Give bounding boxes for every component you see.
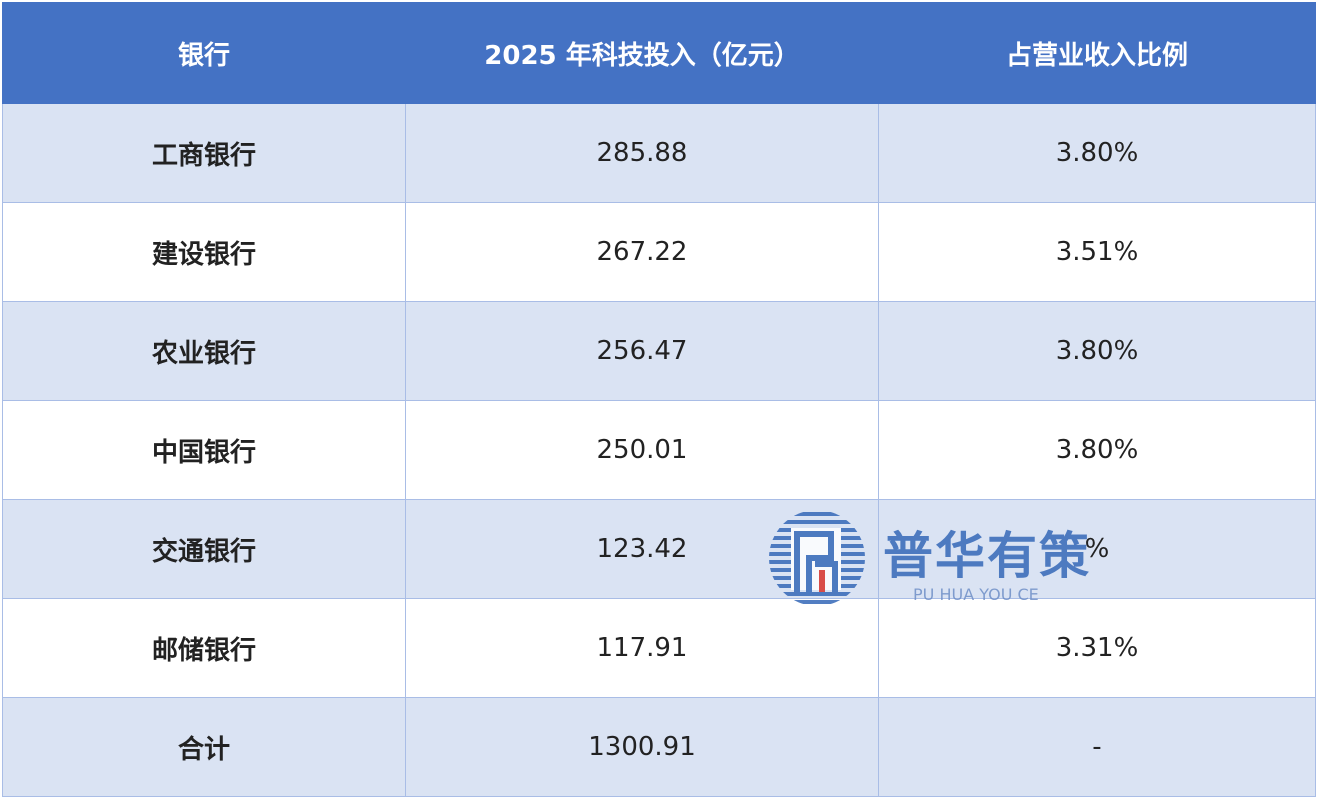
header-cell: 占营业收入比例 xyxy=(878,2,1316,104)
table-row: 建设银行 267.22 3.51% xyxy=(2,202,1316,302)
table-cell: 合计 xyxy=(2,697,406,797)
table-cell: 邮储银行 xyxy=(2,598,406,698)
table-cell: 123.42 xyxy=(405,499,879,599)
table-cell: 交通银行 xyxy=(2,499,406,599)
table-cell: % xyxy=(878,499,1316,599)
table-cell: 3.80% xyxy=(878,301,1316,401)
table-cell: 建设银行 xyxy=(2,202,406,302)
table-cell: 工商银行 xyxy=(2,103,406,203)
table-row: 中国银行 250.01 3.80% xyxy=(2,400,1316,500)
header-cell: 2025 年科技投入（亿元） xyxy=(405,2,879,104)
data-table: 银行 2025 年科技投入（亿元） 占营业收入比例 工商银行 285.88 3.80% 建… xyxy=(2,2,1316,797)
table-cell: 3.80% xyxy=(878,400,1316,500)
table-row: 工商银行 285.88 3.80% xyxy=(2,103,1316,203)
header-row: 银行 2025 年科技投入（亿元） 占营业收入比例 xyxy=(2,2,1316,104)
table-cell: 3.31% xyxy=(878,598,1316,698)
header-cell: 银行 xyxy=(2,2,406,104)
table-row: 农业银行 256.47 3.80% xyxy=(2,301,1316,401)
table-cell: 3.51% xyxy=(878,202,1316,302)
table-cell: 农业银行 xyxy=(2,301,406,401)
table-row: 合计 1300.91- xyxy=(2,697,1316,797)
table-body: 工商银行 285.88 3.80% 建设银行 267.22 3.51% 农业银行 256.47… xyxy=(2,103,1316,797)
table-cell: 3.80% xyxy=(878,103,1316,203)
table-cell: 285.88 xyxy=(405,103,879,203)
table-cell: - xyxy=(878,697,1316,797)
table-cell: 250.01 xyxy=(405,400,879,500)
table-cell: 1300.91 xyxy=(405,697,879,797)
table-row: 邮储银行 117.91 3.31% xyxy=(2,598,1316,698)
table-cell: 117.91 xyxy=(405,598,879,698)
table-cell: 267.22 xyxy=(405,202,879,302)
table-cell: 256.47 xyxy=(405,301,879,401)
table-cell: 中国银行 xyxy=(2,400,406,500)
table-row: 交通银行 123.42% xyxy=(2,499,1316,599)
